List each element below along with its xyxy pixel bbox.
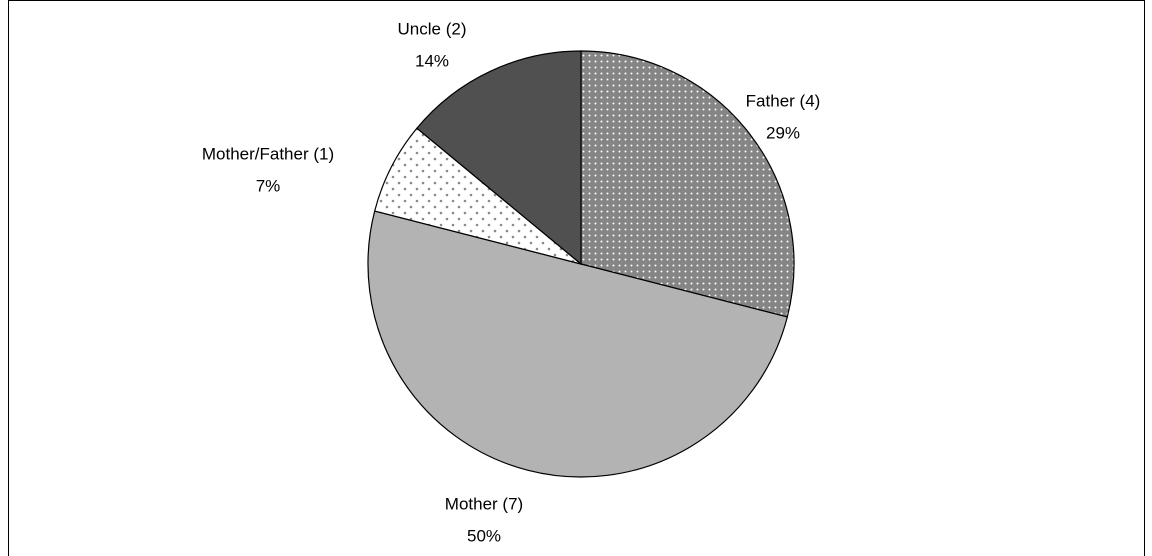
slice-label: Father (4) — [746, 91, 821, 110]
slice-value-label: 7% — [256, 176, 281, 195]
slice-label: Mother (7) — [445, 494, 523, 513]
slice-label: Uncle (2) — [398, 19, 467, 38]
slice-value-label: 29% — [766, 123, 800, 142]
slice-label: Mother/Father (1) — [202, 144, 334, 163]
pie-slice — [367, 210, 789, 478]
pie-slice — [416, 50, 582, 266]
slice-value-label: 50% — [467, 526, 501, 545]
pie-slice — [580, 50, 795, 318]
slice-value-label: 14% — [415, 51, 449, 70]
